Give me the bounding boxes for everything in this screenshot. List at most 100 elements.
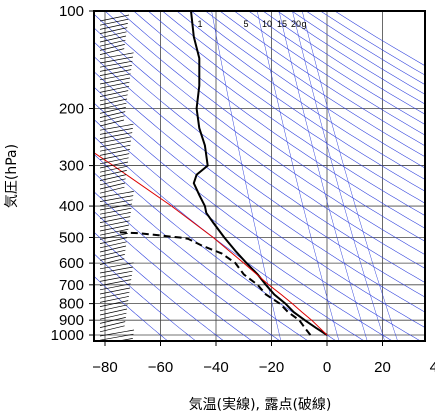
mixing-ratio-line [292,11,385,341]
y-axis-title: 気圧(hPa) [4,144,20,208]
grid-lines [94,11,425,341]
wind-barb [99,144,131,152]
wind-barb [99,18,129,26]
wind-barb [99,39,126,47]
wind-barb [99,275,132,282]
dry-adiabat [94,191,281,341]
wind-barb [99,296,129,303]
wind-barb [99,203,133,211]
wind-barb [99,27,128,34]
wind-barb [99,123,134,131]
y-tick-label: 700 [59,277,84,294]
dry-adiabat [119,11,425,229]
mixing-ratio-line [211,11,282,341]
mixing-ratio-line [278,11,368,341]
wind-barb [99,207,132,215]
dry-adiabat [94,275,169,341]
wind-barb [99,325,125,333]
wind-barb [99,287,131,295]
wind-barb [99,262,134,270]
wind-barb [99,132,133,139]
mixing-ratio-label: g [301,19,306,29]
dry-adiabat [176,11,425,180]
dry-adiabat [94,41,425,283]
mixing-ratio-labels: 1 5 10 15 20 g [197,19,306,29]
wind-barb [99,161,129,169]
wind-barb [99,258,125,265]
wind-barb [99,31,127,39]
dry-adiabat [133,11,425,216]
wind-barb [99,304,128,312]
y-tick-label: 1000 [51,327,84,344]
wind-barb [99,199,133,207]
wind-barb [99,153,130,160]
dry-adiabat [94,253,197,341]
wind-barb [99,111,126,118]
dewpoint-line [118,231,312,336]
mixing-ratio-line [256,11,340,341]
wind-barb [99,23,128,30]
wind-barb [99,102,127,110]
wind-barb [99,254,125,261]
x-tick-label: 40 [430,359,435,376]
x-axis-ticks: −80 −60 −40 −20 0 20 40 [92,341,435,376]
wind-barb [99,52,134,60]
x-tick-label: 0 [323,359,331,376]
mixing-ratio-label: 15 [277,19,287,29]
x-tick-label: −60 [148,359,173,376]
wind-barb [99,44,125,51]
wind-barb [99,279,132,286]
mixing-ratio-lines [211,11,398,341]
wind-barb [99,321,126,328]
wind-barb [99,333,134,341]
y-tick-label: 400 [59,198,84,215]
wind-barb [99,233,128,240]
x-tick-label: −20 [259,359,284,376]
dry-adiabat [147,11,425,204]
wind-barb [99,149,130,156]
mixing-ratio-label: 20 [291,19,301,29]
dry-adiabat [94,71,425,313]
wind-barb [99,195,134,202]
wind-barb [99,73,131,81]
wind-barb [99,291,130,299]
dry-adiabat [205,11,425,158]
wind-barb [99,241,127,249]
wind-barb [99,136,132,144]
dry-adiabat [162,11,425,192]
wind-barbs [99,14,135,341]
wind-barb [99,312,127,320]
dry-adiabat [94,27,425,269]
mixing-ratio-label: 5 [243,19,248,29]
x-axis-title: 気温(実線), 露点(破線) [189,397,332,412]
wind-barb [99,266,134,274]
wind-barb [99,220,130,228]
x-tick-label: 20 [374,359,391,376]
wind-barb [99,81,130,89]
wind-barb [99,35,127,43]
mixing-ratio-line [301,11,398,341]
dry-adiabat [94,211,253,341]
y-tick-label: 500 [59,229,84,246]
y-tick-label: 600 [59,255,84,272]
wind-barb [99,182,126,190]
wind-barb [99,329,135,337]
dry-adiabat [191,11,425,169]
wind-barb [99,174,127,181]
dry-adiabat [94,119,394,341]
wind-barb [99,249,126,257]
wind-barb [99,170,127,177]
wind-barb [99,237,128,244]
wind-barb [99,115,125,123]
mixing-ratio-label: 1 [197,19,202,29]
dry-adiabat [219,11,425,147]
wind-barb [99,157,129,165]
wind-barb [99,65,132,72]
wind-barb [99,191,134,198]
wind-barb [99,186,125,194]
y-tick-label: 200 [59,101,84,118]
wind-barb [99,224,130,232]
series-layer [94,11,328,336]
